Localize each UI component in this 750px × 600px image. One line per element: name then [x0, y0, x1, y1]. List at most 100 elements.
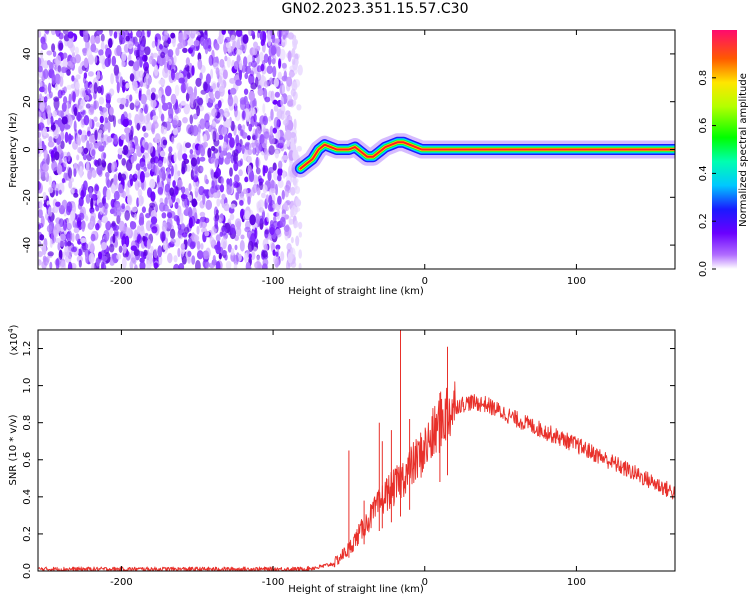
noise-speck	[99, 115, 104, 124]
noise-speck	[93, 82, 98, 94]
noise-speck	[38, 30, 42, 38]
noise-speck	[113, 134, 118, 145]
noise-speck	[83, 57, 89, 69]
noise-speck	[91, 149, 96, 157]
noise-speck	[191, 255, 196, 265]
y-tick-label: 0	[22, 146, 33, 152]
noise-speck	[81, 134, 86, 143]
noise-speck	[297, 154, 301, 164]
noise-speck	[196, 96, 200, 104]
noise-speck	[162, 139, 168, 146]
noise-speck	[151, 40, 156, 49]
noise-speck	[214, 218, 218, 229]
noise-speck	[224, 157, 231, 165]
noise-speck	[244, 72, 249, 80]
noise-speck	[134, 113, 140, 126]
noise-speck	[168, 151, 173, 163]
noise-speck	[192, 124, 199, 137]
noise-speck	[72, 91, 76, 103]
noise-speck	[202, 193, 206, 205]
noise-speck	[127, 194, 133, 206]
noise-speck	[248, 253, 252, 259]
noise-speck	[157, 160, 163, 168]
noise-speck	[270, 45, 277, 56]
noise-speck	[143, 132, 149, 138]
noise-speck	[132, 61, 140, 72]
noise-speck	[264, 229, 270, 235]
y-tick-label: 1.2	[22, 341, 33, 357]
noise-speck	[242, 64, 246, 74]
noise-speck	[144, 32, 148, 38]
noise-speck	[250, 115, 256, 128]
noise-speck	[99, 129, 103, 135]
noise-speck	[58, 189, 62, 195]
noise-speck	[215, 167, 221, 178]
noise-speck	[267, 55, 272, 66]
noise-speck	[227, 95, 234, 107]
noise-speck	[87, 170, 92, 180]
noise-speck	[57, 117, 62, 128]
noise-speck	[129, 147, 135, 153]
noise-speck	[200, 243, 204, 250]
noise-speck	[95, 122, 100, 128]
noise-speck	[272, 65, 277, 78]
colorbar: 0.0 0.2 0.4 0.6 0.8 Normalized spectral ampl…	[698, 30, 749, 277]
noise-speck	[197, 131, 201, 142]
noise-speck	[293, 118, 297, 130]
noise-speck	[276, 46, 281, 57]
noise-speck	[66, 69, 71, 76]
noise-speck	[55, 55, 62, 66]
noise-speck	[229, 203, 236, 209]
noise-speck	[180, 243, 186, 250]
noise-speck	[95, 223, 100, 231]
noise-speck	[173, 55, 177, 64]
noise-speck	[61, 66, 66, 74]
noise-speck	[195, 77, 202, 87]
x-tick-label: -200	[110, 276, 133, 287]
noise-speck	[97, 190, 101, 200]
noise-speck	[48, 175, 52, 186]
noise-speck	[261, 263, 268, 269]
noise-speck	[212, 121, 217, 127]
noise-speck	[255, 213, 261, 224]
noise-speck	[188, 194, 192, 201]
noise-speck	[94, 35, 101, 44]
noise-speck	[139, 171, 145, 183]
noise-speck	[240, 234, 245, 240]
colorbar-tick-label: 0.2	[698, 213, 709, 229]
noise-speck	[284, 187, 289, 198]
noise-speck	[70, 210, 76, 222]
noise-speck	[84, 80, 89, 90]
colorbar-label: Normalized spectral amplitude	[738, 73, 749, 227]
noise-speck	[256, 53, 260, 65]
noise-speck	[276, 108, 283, 119]
noise-speck	[200, 36, 205, 47]
noise-speck	[71, 232, 75, 243]
noise-speck	[180, 194, 188, 200]
noise-speck	[125, 35, 130, 42]
noise-speck	[272, 127, 277, 134]
spectrogram-x-label: Height of straight line (km)	[288, 286, 424, 297]
noise-speck	[77, 111, 81, 122]
noise-speck	[60, 130, 65, 141]
noise-speck	[38, 57, 42, 67]
noise-speck	[177, 205, 182, 218]
noise-speck	[258, 207, 264, 213]
noise-speck	[90, 233, 96, 242]
noise-speck	[80, 98, 86, 107]
noise-speck	[160, 126, 168, 135]
noise-speck	[38, 208, 43, 219]
noise-speck	[93, 159, 98, 166]
noise-speck	[70, 188, 74, 196]
noise-speck	[108, 114, 115, 122]
noise-speck	[165, 85, 172, 97]
noise-speck	[162, 67, 169, 79]
noise-speck	[239, 59, 243, 71]
noise-speck	[52, 51, 57, 58]
noise-speck	[116, 253, 122, 260]
noise-speck	[233, 155, 237, 162]
y-tick-label: 0.0	[22, 563, 33, 579]
noise-speck	[60, 140, 65, 150]
noise-speck	[61, 178, 65, 184]
noise-speck	[87, 241, 95, 252]
